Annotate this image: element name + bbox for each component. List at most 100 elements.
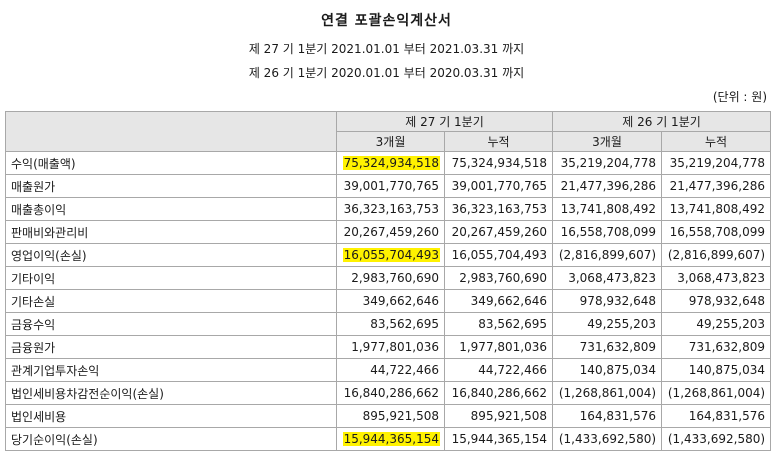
prior-cumulative-value-text: (1,268,861,004)	[667, 386, 766, 400]
prior-three-months-value: 16,558,708,099	[552, 220, 663, 244]
prior-three-months-value-text: 3,068,473,823	[568, 271, 657, 285]
row-label-text: 법인세비용	[11, 409, 67, 424]
prior-three-months-value-text: 16,558,708,099	[560, 225, 657, 239]
prior-cumulative-value-text: (2,816,899,607)	[667, 248, 766, 262]
row-label-text: 금융수익	[11, 317, 56, 332]
prior-cumulative-value-text: 13,741,808,492	[669, 202, 766, 216]
prior-cumulative-value-text: 140,875,034	[688, 363, 766, 377]
statement-title: 연결 포괄손익계산서	[321, 13, 452, 29]
table-row: 법인세비용 895,921,508 895,921,508 164,831,576 16…	[5, 404, 772, 428]
row-label-text: 관계기업투자손익	[11, 363, 100, 378]
current-three-months-value-text: 75,324,934,518	[342, 156, 440, 170]
prior-cumulative-value: (1,268,861,004)	[661, 381, 772, 405]
table-row: 기타손실 349,662,646 349,662,646 978,932,648 978…	[5, 289, 772, 313]
table-row: 법인세비용차감전순이익(손실) 16,840,286,662 16,840,286,…	[5, 381, 772, 405]
header-current-cumulative: 누적	[443, 131, 554, 152]
current-three-months-value: 16,840,286,662	[336, 381, 445, 405]
prior-three-months-value: 731,632,809	[552, 335, 663, 359]
row-label: 판매비와관리비	[5, 220, 337, 244]
row-label-text: 기타이익	[11, 271, 56, 286]
current-three-months-value-text: 16,840,286,662	[343, 386, 439, 400]
prior-three-months-value-text: (1,433,692,580)	[558, 432, 657, 446]
prior-three-months-value: (1,433,692,580)	[552, 427, 663, 451]
current-cumulative-value-text: 16,055,704,493	[451, 248, 548, 262]
row-label-text: 매출원가	[11, 179, 56, 194]
prior-cumulative-value-text: 978,932,648	[688, 294, 766, 308]
current-cumulative-value-text: 1,977,801,036	[459, 340, 548, 354]
prior-cumulative-value-text: 16,558,708,099	[669, 225, 766, 239]
row-label: 매출원가	[5, 174, 337, 198]
current-cumulative-value: 15,944,365,154	[443, 427, 554, 451]
prior-three-months-value: 164,831,576	[552, 404, 663, 428]
row-label: 법인세비용차감전순이익(손실)	[5, 381, 337, 405]
prior-cumulative-value: 140,875,034	[661, 358, 772, 382]
table-row: 기타이익 2,983,760,690 2,983,760,690 3,068,473,…	[5, 266, 772, 290]
current-three-months-value: 39,001,770,765	[336, 174, 445, 198]
prior-three-months-value-text: 164,831,576	[579, 409, 657, 423]
prior-cumulative-value: 731,632,809	[661, 335, 772, 359]
prior-cumulative-value-text: 164,831,576	[688, 409, 766, 423]
prior-cumulative-value-text: 731,632,809	[688, 340, 766, 354]
prior-three-months-value-text: 731,632,809	[579, 340, 657, 354]
current-cumulative-value: 83,562,695	[443, 312, 554, 336]
row-label: 금융원가	[5, 335, 337, 359]
unit-label: (단위 : 원)	[712, 90, 767, 104]
table-row: 관계기업투자손익 44,722,466 44,722,466 140,875,034 1…	[5, 358, 772, 382]
current-three-months-value-text: 20,267,459,260	[343, 225, 439, 239]
row-label-text: 법인세비용차감전순이익(손실)	[11, 386, 164, 401]
prior-cumulative-value-text: (1,433,692,580)	[667, 432, 766, 446]
current-three-months-value-text: 349,662,646	[362, 294, 439, 308]
row-label: 매출총이익	[5, 197, 337, 221]
prior-three-months-value: 13,741,808,492	[552, 197, 663, 221]
current-period-range: 제 27 기 1분기 2021.01.01 부터 2021.03.31 까지	[248, 42, 525, 56]
header-prior-cumulative: 누적	[661, 131, 772, 152]
prior-cumulative-value: 164,831,576	[661, 404, 772, 428]
current-cumulative-value-text: 349,662,646	[470, 294, 548, 308]
current-cumulative-value-text: 895,921,508	[470, 409, 548, 423]
prior-cumulative-value: 978,932,648	[661, 289, 772, 313]
row-label: 법인세비용	[5, 404, 337, 428]
current-cumulative-value: 349,662,646	[443, 289, 554, 313]
current-cumulative-value-text: 39,001,770,765	[451, 179, 548, 193]
table-row: 당기순이익(손실) 15,944,365,154 15,944,365,154 (1,…	[5, 427, 772, 451]
row-label: 당기순이익(손실)	[5, 427, 337, 451]
header-blank-cell	[5, 111, 337, 152]
table-row: 매출총이익 36,323,163,753 36,323,163,753 13,741,…	[5, 197, 772, 221]
current-three-months-value-text: 83,562,695	[370, 317, 439, 331]
prior-three-months-value-text: (2,816,899,607)	[558, 248, 657, 262]
prior-cumulative-value: 16,558,708,099	[661, 220, 772, 244]
current-three-months-value-text: 2,983,760,690	[351, 271, 439, 285]
current-cumulative-value-text: 83,562,695	[478, 317, 548, 331]
current-three-months-value-text: 895,921,508	[362, 409, 439, 423]
prior-cumulative-value-text: 21,477,396,286	[669, 179, 766, 193]
row-label: 기타손실	[5, 289, 337, 313]
row-label-text: 금융원가	[11, 340, 56, 355]
row-label-text: 당기순이익(손실)	[11, 432, 98, 447]
current-three-months-value: 83,562,695	[336, 312, 445, 336]
current-cumulative-value: 1,977,801,036	[443, 335, 554, 359]
prior-cumulative-value: (2,816,899,607)	[661, 243, 772, 267]
prior-cumulative-value: 35,219,204,778	[661, 151, 772, 175]
prior-three-months-value-text: 140,875,034	[579, 363, 657, 377]
current-cumulative-value-text: 75,324,934,518	[451, 156, 548, 170]
header-current-period: 제 27 기 1분기	[335, 111, 554, 132]
table-row: 수익(매출액) 75,324,934,518 75,324,934,518 35,21…	[5, 151, 772, 175]
current-cumulative-value-text: 44,722,466	[478, 363, 548, 377]
current-cumulative-value-text: 15,944,365,154	[451, 432, 548, 446]
header-prior-three-months: 3개월	[552, 131, 663, 152]
prior-cumulative-value-text: 35,219,204,778	[669, 156, 766, 170]
row-label: 관계기업투자손익	[5, 358, 337, 382]
income-statement-table: 제 27 기 1분기 제 26 기 1분기 3개월 누적 3개월 누적 수익(매…	[5, 111, 772, 451]
current-three-months-value: 16,055,704,493	[336, 243, 445, 267]
row-label-text: 수익(매출액)	[11, 156, 76, 171]
header-row-subcolumns: 3개월 누적 3개월 누적	[6, 131, 772, 152]
current-cumulative-value: 16,055,704,493	[443, 243, 554, 267]
prior-three-months-value: (1,268,861,004)	[552, 381, 663, 405]
current-three-months-value-text: 15,944,365,154	[342, 432, 440, 446]
current-three-months-value-text: 16,055,704,493	[342, 248, 440, 262]
current-cumulative-value: 16,840,286,662	[443, 381, 554, 405]
header-prior-period: 제 26 기 1분기	[552, 111, 772, 132]
current-three-months-value: 15,944,365,154	[336, 427, 445, 451]
current-cumulative-value: 39,001,770,765	[443, 174, 554, 198]
current-three-months-value: 2,983,760,690	[336, 266, 445, 290]
